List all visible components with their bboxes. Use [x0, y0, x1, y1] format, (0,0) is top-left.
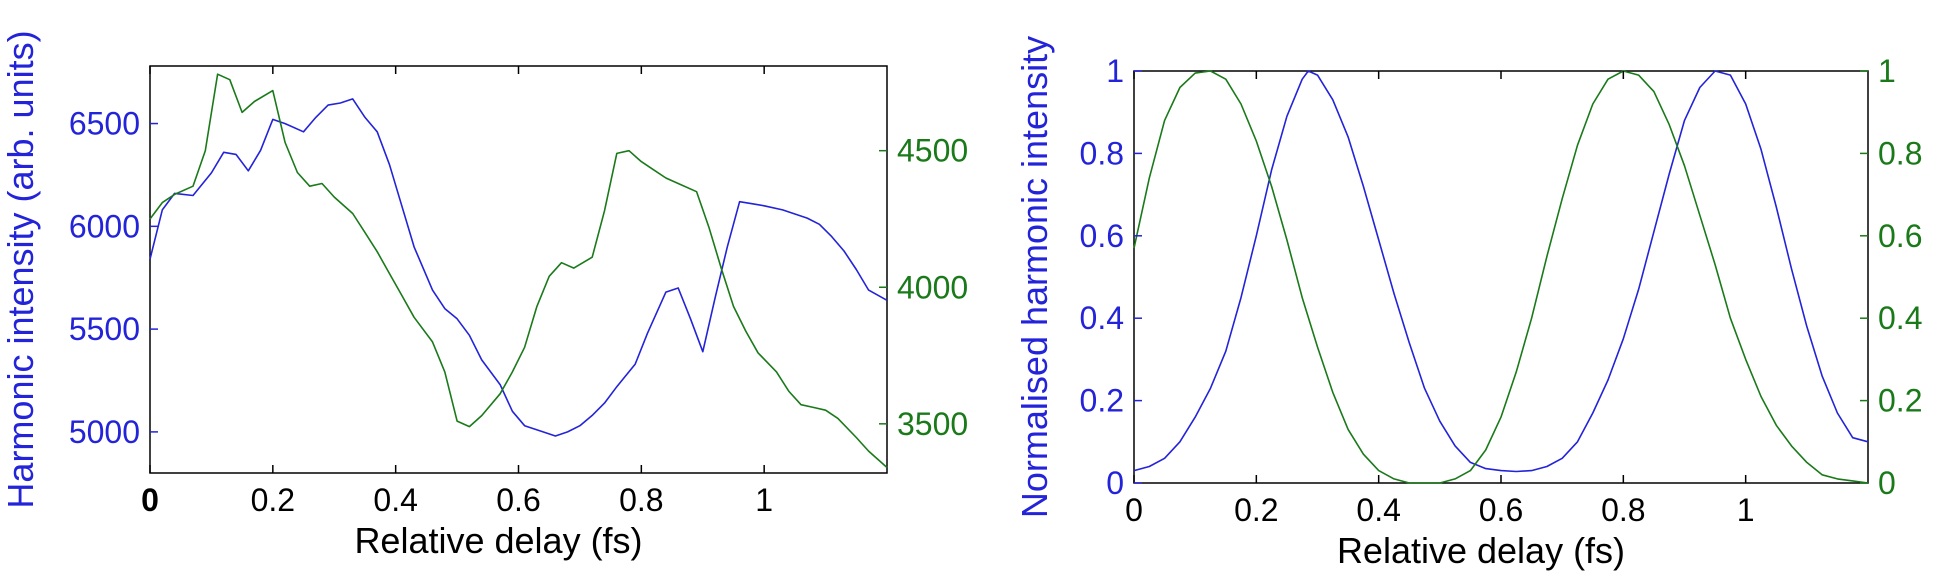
- y-tick-label: 0.2: [1080, 383, 1124, 419]
- y-tick-label: 5000: [69, 414, 140, 450]
- y-tick-label: 1: [1106, 53, 1124, 89]
- y-axis-label: Harmonic intensity (arb. units): [0, 30, 41, 508]
- y-axis-label: Normalised harmonic intensity: [1014, 36, 1055, 518]
- chart-panel-2: 0 0.2 0.4 0.6 0.8 1 0 0.2 0.4 0.6 0.8 1 0 0.2 0.4 0.6 0.…: [1014, 36, 1922, 571]
- y-tick-label: 6500: [69, 106, 140, 142]
- x-tick-label: 1: [755, 482, 773, 518]
- x-axis-label: Relative delay (fs): [1337, 530, 1625, 571]
- plot-frame: [1133, 70, 1869, 484]
- y2-tick-label: 1: [1878, 53, 1896, 89]
- y2-tick-label: 0.2: [1878, 383, 1922, 419]
- y2-tick-label: 4000: [897, 269, 968, 305]
- x-axis-label: Relative delay (fs): [354, 520, 642, 561]
- x-tick-label: 0.6: [1479, 492, 1523, 528]
- x-tick-label: 0.8: [1601, 492, 1645, 528]
- y-tick-label: 5500: [69, 311, 140, 347]
- y2-tick-label: 0.6: [1878, 218, 1922, 254]
- y2-tick-label: 3500: [897, 406, 968, 442]
- series-line-green: [1133, 70, 1869, 484]
- chart-panel-1: 0 0.2 0.4 0.6 0.8 1 5000 5500 6000 6500 3500 4000 45…: [0, 30, 968, 561]
- y2-tick-label: 0.8: [1878, 135, 1922, 171]
- y2-tick-label: 0.4: [1878, 300, 1922, 336]
- y-tick-label: 0.4: [1080, 300, 1124, 336]
- series-line-green: [149, 73, 888, 469]
- x-tick-label: 0.4: [373, 482, 417, 518]
- y-tick-label: 0: [1106, 465, 1124, 501]
- y-tick-label: 6000: [69, 208, 140, 244]
- series-line-blue: [149, 98, 888, 437]
- x-tick-label: 0.2: [1234, 492, 1278, 528]
- y-tick-label: 0.8: [1080, 135, 1124, 171]
- series-line-blue: [1133, 70, 1869, 473]
- x-tick-label: 0.4: [1356, 492, 1400, 528]
- x-tick-label: 0: [141, 482, 159, 518]
- x-tick-label: 0.6: [496, 482, 540, 518]
- x-tick-label: 0.2: [251, 482, 295, 518]
- plot-frame: [149, 65, 888, 474]
- y-tick-label: 0.6: [1080, 218, 1124, 254]
- x-tick-label: 1: [1737, 492, 1755, 528]
- y2-tick-label: 0: [1878, 465, 1896, 501]
- x-tick-label: 0: [1125, 492, 1143, 528]
- x-tick-label: 0.8: [619, 482, 663, 518]
- y2-tick-label: 4500: [897, 133, 968, 169]
